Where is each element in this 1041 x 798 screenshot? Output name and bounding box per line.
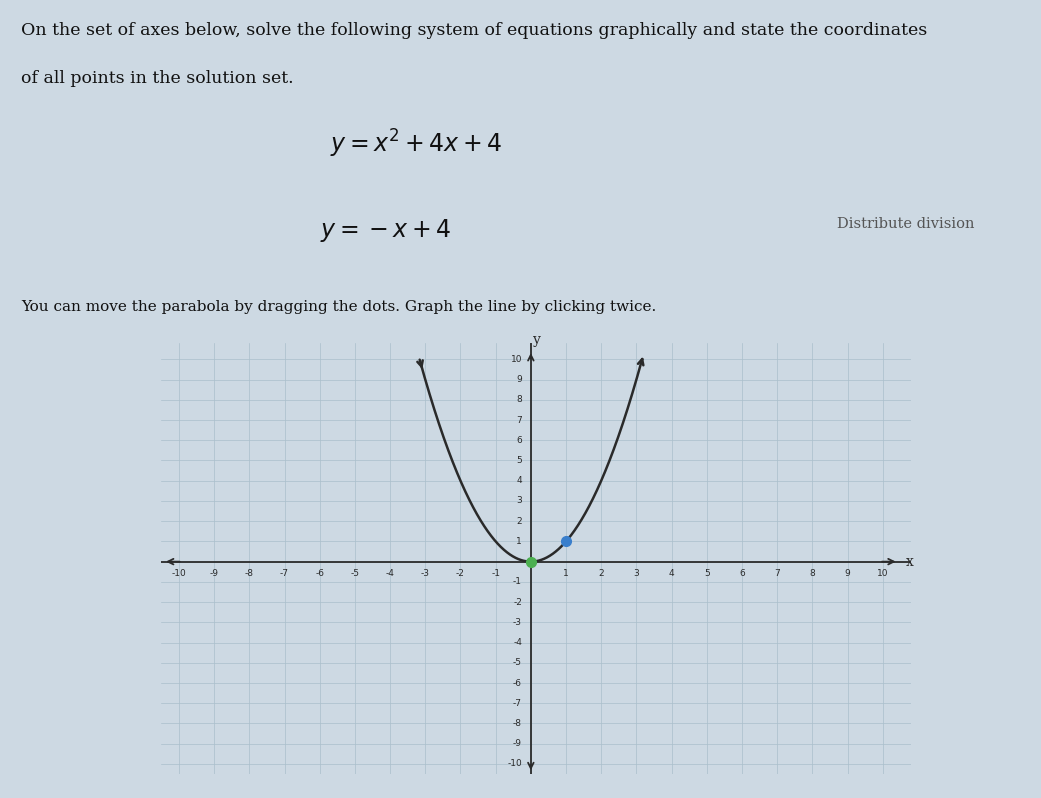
Text: 8: 8 [810, 569, 815, 578]
Text: 6: 6 [739, 569, 745, 578]
Text: 1: 1 [516, 537, 522, 546]
Text: -3: -3 [421, 569, 430, 578]
Text: $y = -x + 4$: $y = -x + 4$ [320, 217, 451, 244]
Text: 3: 3 [634, 569, 639, 578]
Text: -4: -4 [513, 638, 522, 647]
Text: 5: 5 [704, 569, 710, 578]
Text: 10: 10 [510, 355, 522, 364]
Text: On the set of axes below, solve the following system of equations graphically an: On the set of axes below, solve the foll… [21, 22, 928, 39]
Text: -8: -8 [513, 719, 522, 728]
Text: 9: 9 [844, 569, 850, 578]
Text: -2: -2 [456, 569, 465, 578]
Text: -10: -10 [507, 760, 522, 768]
Text: -1: -1 [491, 569, 500, 578]
Text: -8: -8 [245, 569, 254, 578]
Text: -1: -1 [513, 578, 522, 587]
Text: 10: 10 [877, 569, 888, 578]
Text: y: y [533, 334, 541, 347]
Text: 7: 7 [516, 416, 522, 425]
Text: -3: -3 [513, 618, 522, 626]
Text: $y = x^2 + 4x + 4$: $y = x^2 + 4x + 4$ [330, 128, 503, 160]
Text: -6: -6 [513, 678, 522, 688]
Text: -5: -5 [351, 569, 359, 578]
Text: -4: -4 [385, 569, 395, 578]
Text: 9: 9 [516, 375, 522, 384]
Text: 4: 4 [668, 569, 675, 578]
Text: 2: 2 [516, 516, 522, 526]
Text: 2: 2 [599, 569, 604, 578]
Text: 7: 7 [775, 569, 780, 578]
Text: 8: 8 [516, 395, 522, 405]
Text: of all points in the solution set.: of all points in the solution set. [21, 70, 294, 87]
Text: -2: -2 [513, 598, 522, 606]
Text: Distribute division: Distribute division [837, 217, 974, 231]
Text: -5: -5 [513, 658, 522, 667]
Text: You can move the parabola by dragging the dots. Graph the line by clicking twice: You can move the parabola by dragging th… [21, 300, 656, 314]
Text: -9: -9 [513, 739, 522, 749]
Text: 3: 3 [516, 496, 522, 505]
Text: -9: -9 [209, 569, 219, 578]
Text: 1: 1 [563, 569, 568, 578]
Text: -10: -10 [172, 569, 186, 578]
Text: -7: -7 [280, 569, 289, 578]
Text: 6: 6 [516, 436, 522, 444]
Text: -6: -6 [315, 569, 324, 578]
Text: 5: 5 [516, 456, 522, 465]
Text: -7: -7 [513, 699, 522, 708]
Text: 4: 4 [516, 476, 522, 485]
Text: x: x [906, 555, 913, 569]
